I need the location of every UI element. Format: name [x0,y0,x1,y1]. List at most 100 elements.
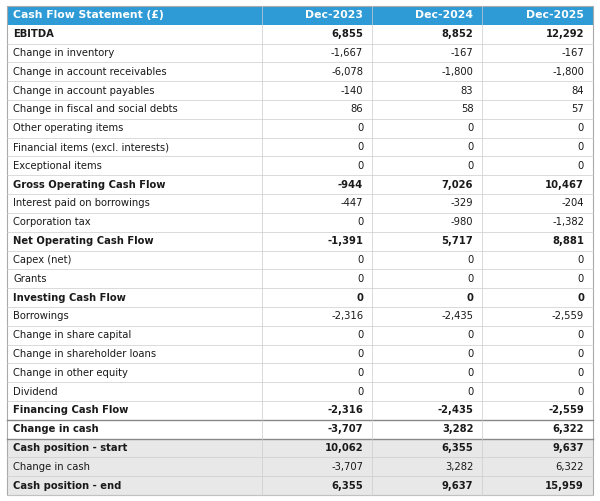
Text: Change in account payables: Change in account payables [13,86,155,96]
Text: Cash position - end: Cash position - end [13,480,121,490]
Text: 12,292: 12,292 [545,29,584,39]
Text: -6,078: -6,078 [331,67,363,77]
Text: -1,382: -1,382 [552,217,584,227]
Text: -447: -447 [341,198,363,208]
FancyBboxPatch shape [7,250,593,270]
Text: Capex (net): Capex (net) [13,255,71,265]
Text: 83: 83 [461,86,473,96]
Text: Dec-2025: Dec-2025 [526,11,584,21]
FancyBboxPatch shape [7,326,593,345]
Text: Dec-2023: Dec-2023 [305,11,363,21]
Text: 0: 0 [357,123,363,133]
Text: 0: 0 [467,161,473,171]
Text: Change in cash: Change in cash [13,462,90,472]
FancyBboxPatch shape [7,6,593,25]
Text: 0: 0 [357,274,363,284]
Text: 0: 0 [467,330,473,340]
Text: 10,062: 10,062 [325,443,363,453]
FancyBboxPatch shape [7,270,593,288]
Text: Dividend: Dividend [13,387,58,397]
FancyBboxPatch shape [7,25,593,44]
Text: -2,316: -2,316 [331,311,363,321]
Text: Financial items (excl. interests): Financial items (excl. interests) [13,142,169,152]
Text: 0: 0 [357,349,363,359]
Text: 10,467: 10,467 [545,180,584,190]
Text: 0: 0 [578,274,584,284]
Text: 0: 0 [578,142,584,152]
Text: Net Operating Cash Flow: Net Operating Cash Flow [13,236,154,246]
Text: Other operating items: Other operating items [13,123,124,133]
Text: Change in cash: Change in cash [13,424,98,434]
Text: 0: 0 [467,255,473,265]
Text: 0: 0 [357,368,363,378]
Text: Exceptional items: Exceptional items [13,161,102,171]
Text: 0: 0 [467,274,473,284]
Text: Borrowings: Borrowings [13,311,69,321]
Text: 0: 0 [357,142,363,152]
FancyBboxPatch shape [7,401,593,420]
Text: 58: 58 [461,104,473,114]
Text: -3,707: -3,707 [331,462,363,472]
Text: 0: 0 [578,387,584,397]
Text: -204: -204 [562,198,584,208]
Text: Change in other equity: Change in other equity [13,368,128,378]
Text: 0: 0 [467,368,473,378]
Text: 6,322: 6,322 [553,424,584,434]
Text: Interest paid on borrowings: Interest paid on borrowings [13,198,150,208]
Text: Cash Flow Statement (£): Cash Flow Statement (£) [13,11,164,21]
FancyBboxPatch shape [7,420,593,438]
Text: 84: 84 [572,86,584,96]
Text: Change in inventory: Change in inventory [13,48,115,58]
Text: Corporation tax: Corporation tax [13,217,91,227]
Text: 0: 0 [356,293,363,303]
FancyBboxPatch shape [7,288,593,307]
FancyBboxPatch shape [7,382,593,401]
Text: 7,026: 7,026 [442,180,473,190]
Text: 0: 0 [467,142,473,152]
FancyBboxPatch shape [7,175,593,194]
Text: 0: 0 [578,255,584,265]
Text: -1,800: -1,800 [552,67,584,77]
Text: 0: 0 [357,387,363,397]
Text: Investing Cash Flow: Investing Cash Flow [13,293,126,303]
Text: 3,282: 3,282 [445,462,473,472]
Text: -980: -980 [451,217,473,227]
FancyBboxPatch shape [7,63,593,81]
Text: 8,881: 8,881 [552,236,584,246]
FancyBboxPatch shape [7,363,593,382]
Text: -2,316: -2,316 [328,405,363,415]
Text: EBITDA: EBITDA [13,29,54,39]
Text: -1,391: -1,391 [327,236,363,246]
Text: 0: 0 [357,161,363,171]
Text: -167: -167 [451,48,473,58]
FancyBboxPatch shape [7,81,593,100]
FancyBboxPatch shape [7,156,593,175]
Text: 3,282: 3,282 [442,424,473,434]
FancyBboxPatch shape [7,231,593,250]
Text: Cash position - start: Cash position - start [13,443,127,453]
Text: 9,637: 9,637 [553,443,584,453]
Text: 57: 57 [571,104,584,114]
Text: 0: 0 [578,161,584,171]
FancyBboxPatch shape [7,213,593,231]
Text: Financing Cash Flow: Financing Cash Flow [13,405,128,415]
FancyBboxPatch shape [7,138,593,156]
Text: -2,435: -2,435 [437,405,473,415]
FancyBboxPatch shape [7,119,593,138]
Text: -3,707: -3,707 [328,424,363,434]
Text: -2,559: -2,559 [548,405,584,415]
Text: -944: -944 [338,180,363,190]
Text: -140: -140 [341,86,363,96]
Text: Change in shareholder loans: Change in shareholder loans [13,349,156,359]
FancyBboxPatch shape [7,457,593,476]
Text: 0: 0 [357,330,363,340]
Text: Gross Operating Cash Flow: Gross Operating Cash Flow [13,180,166,190]
Text: 0: 0 [467,387,473,397]
Text: 9,637: 9,637 [442,480,473,490]
Text: -1,667: -1,667 [331,48,363,58]
Text: Grants: Grants [13,274,47,284]
Text: 6,322: 6,322 [556,462,584,472]
FancyBboxPatch shape [7,438,593,457]
Text: 0: 0 [357,217,363,227]
FancyBboxPatch shape [7,44,593,63]
